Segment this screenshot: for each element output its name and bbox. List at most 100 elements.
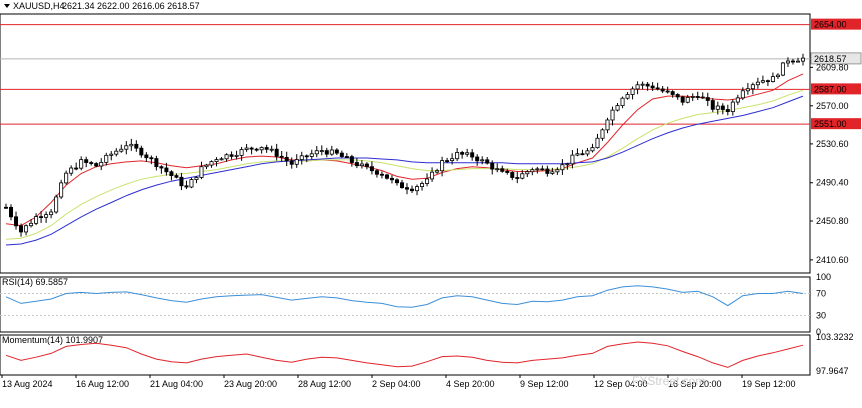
candle-body [635, 84, 640, 90]
candle-body [405, 187, 410, 190]
candle-body [420, 183, 425, 187]
level-badge [811, 118, 861, 130]
candle-body [209, 161, 214, 166]
candle-body [69, 167, 74, 174]
candle-body [134, 143, 139, 149]
dropdown-triangle-icon[interactable] [4, 4, 10, 8]
candle-body [670, 91, 675, 95]
candle-body [435, 170, 440, 173]
candle-body [580, 153, 585, 156]
candle-body [344, 156, 349, 158]
price-tick-label: 2490.40 [816, 178, 849, 188]
candle-body [84, 159, 89, 163]
candle-body [730, 101, 735, 112]
candle-body [329, 149, 334, 155]
candle-body [194, 177, 199, 180]
ma_slow-line [5, 95, 804, 246]
candle-body [399, 182, 404, 189]
candle-body [535, 168, 540, 171]
candle-body [64, 172, 69, 184]
candle-body [129, 143, 134, 147]
price-tick-label: 2530.60 [816, 139, 849, 149]
candle-body [645, 83, 650, 87]
candle-body [9, 206, 14, 218]
candle-body [415, 186, 420, 192]
candle-body [359, 163, 364, 167]
candle-body [785, 60, 790, 64]
candle-body [620, 97, 625, 107]
candle-body [219, 158, 224, 161]
candle-body [319, 150, 324, 152]
candle-body [19, 225, 24, 233]
price-tick-label: 2609.80 [816, 62, 849, 72]
level-badge-label: 2654.00 [814, 20, 847, 30]
candle-body [254, 148, 259, 151]
candle-body [324, 150, 329, 155]
candle-body [510, 172, 515, 178]
candle-body [710, 100, 715, 110]
candle-body [560, 164, 565, 171]
candle-body [410, 188, 415, 192]
candle-body [149, 157, 154, 160]
candle-body [655, 87, 660, 90]
momentum-tick-label: 97.9647 [816, 366, 849, 376]
candle-body [224, 154, 229, 160]
candle-body [755, 81, 760, 86]
candle-body [605, 119, 610, 131]
candle-body [465, 152, 470, 155]
candle-body [269, 148, 274, 151]
candle-body [379, 173, 384, 176]
candle-body [54, 196, 59, 213]
candle-body [685, 97, 690, 103]
candle-body [745, 88, 750, 92]
rsi-tick-label: 0 [816, 327, 821, 337]
candle-body [294, 159, 299, 165]
candle-body [630, 88, 635, 95]
candle-body [179, 176, 184, 187]
candle-body [665, 90, 670, 93]
rsi-tick-label: 70 [816, 289, 826, 299]
candle-body [740, 90, 745, 99]
candle-body [374, 170, 379, 175]
candle-body [339, 152, 344, 157]
candle-body [495, 168, 500, 171]
candle-body [199, 166, 204, 178]
candle-body [4, 206, 9, 209]
momentum-label: Momentum(14) 101.9907 [2, 335, 103, 345]
current-price-badge [810, 52, 862, 65]
candle-body [575, 153, 580, 156]
candle-body [801, 57, 806, 62]
momentum-tick-label: 103.3232 [816, 332, 854, 342]
candle-body [530, 169, 535, 173]
candle-body [425, 178, 430, 184]
candle-body [369, 166, 374, 172]
candle-body [304, 155, 309, 158]
candle-body [354, 162, 359, 167]
candle-body [505, 170, 510, 173]
candle-body [525, 171, 530, 175]
candle-body [480, 159, 485, 162]
candle-body [570, 154, 575, 165]
candle-body [720, 105, 725, 110]
momentum-line [5, 341, 804, 368]
level-badge [811, 18, 861, 30]
candle-body [164, 167, 169, 173]
candle-body [650, 85, 655, 89]
symbol-label: XAUUSD,H4 [13, 1, 65, 11]
candle-body [660, 88, 665, 92]
candle-body [640, 83, 645, 86]
candle-body [244, 147, 249, 150]
candle-body [114, 150, 119, 155]
candle-body [600, 129, 605, 139]
candle-body [595, 137, 600, 149]
candle-body [214, 159, 219, 163]
candle-body [24, 225, 29, 233]
time-tick-label: 28 Aug 12:00 [298, 379, 351, 389]
rsi-panel-frame [0, 276, 811, 333]
candle-body [775, 74, 780, 78]
rsi-line [5, 285, 804, 308]
candle-body [334, 149, 339, 154]
candle-body [705, 97, 710, 101]
candle-body [204, 164, 209, 168]
